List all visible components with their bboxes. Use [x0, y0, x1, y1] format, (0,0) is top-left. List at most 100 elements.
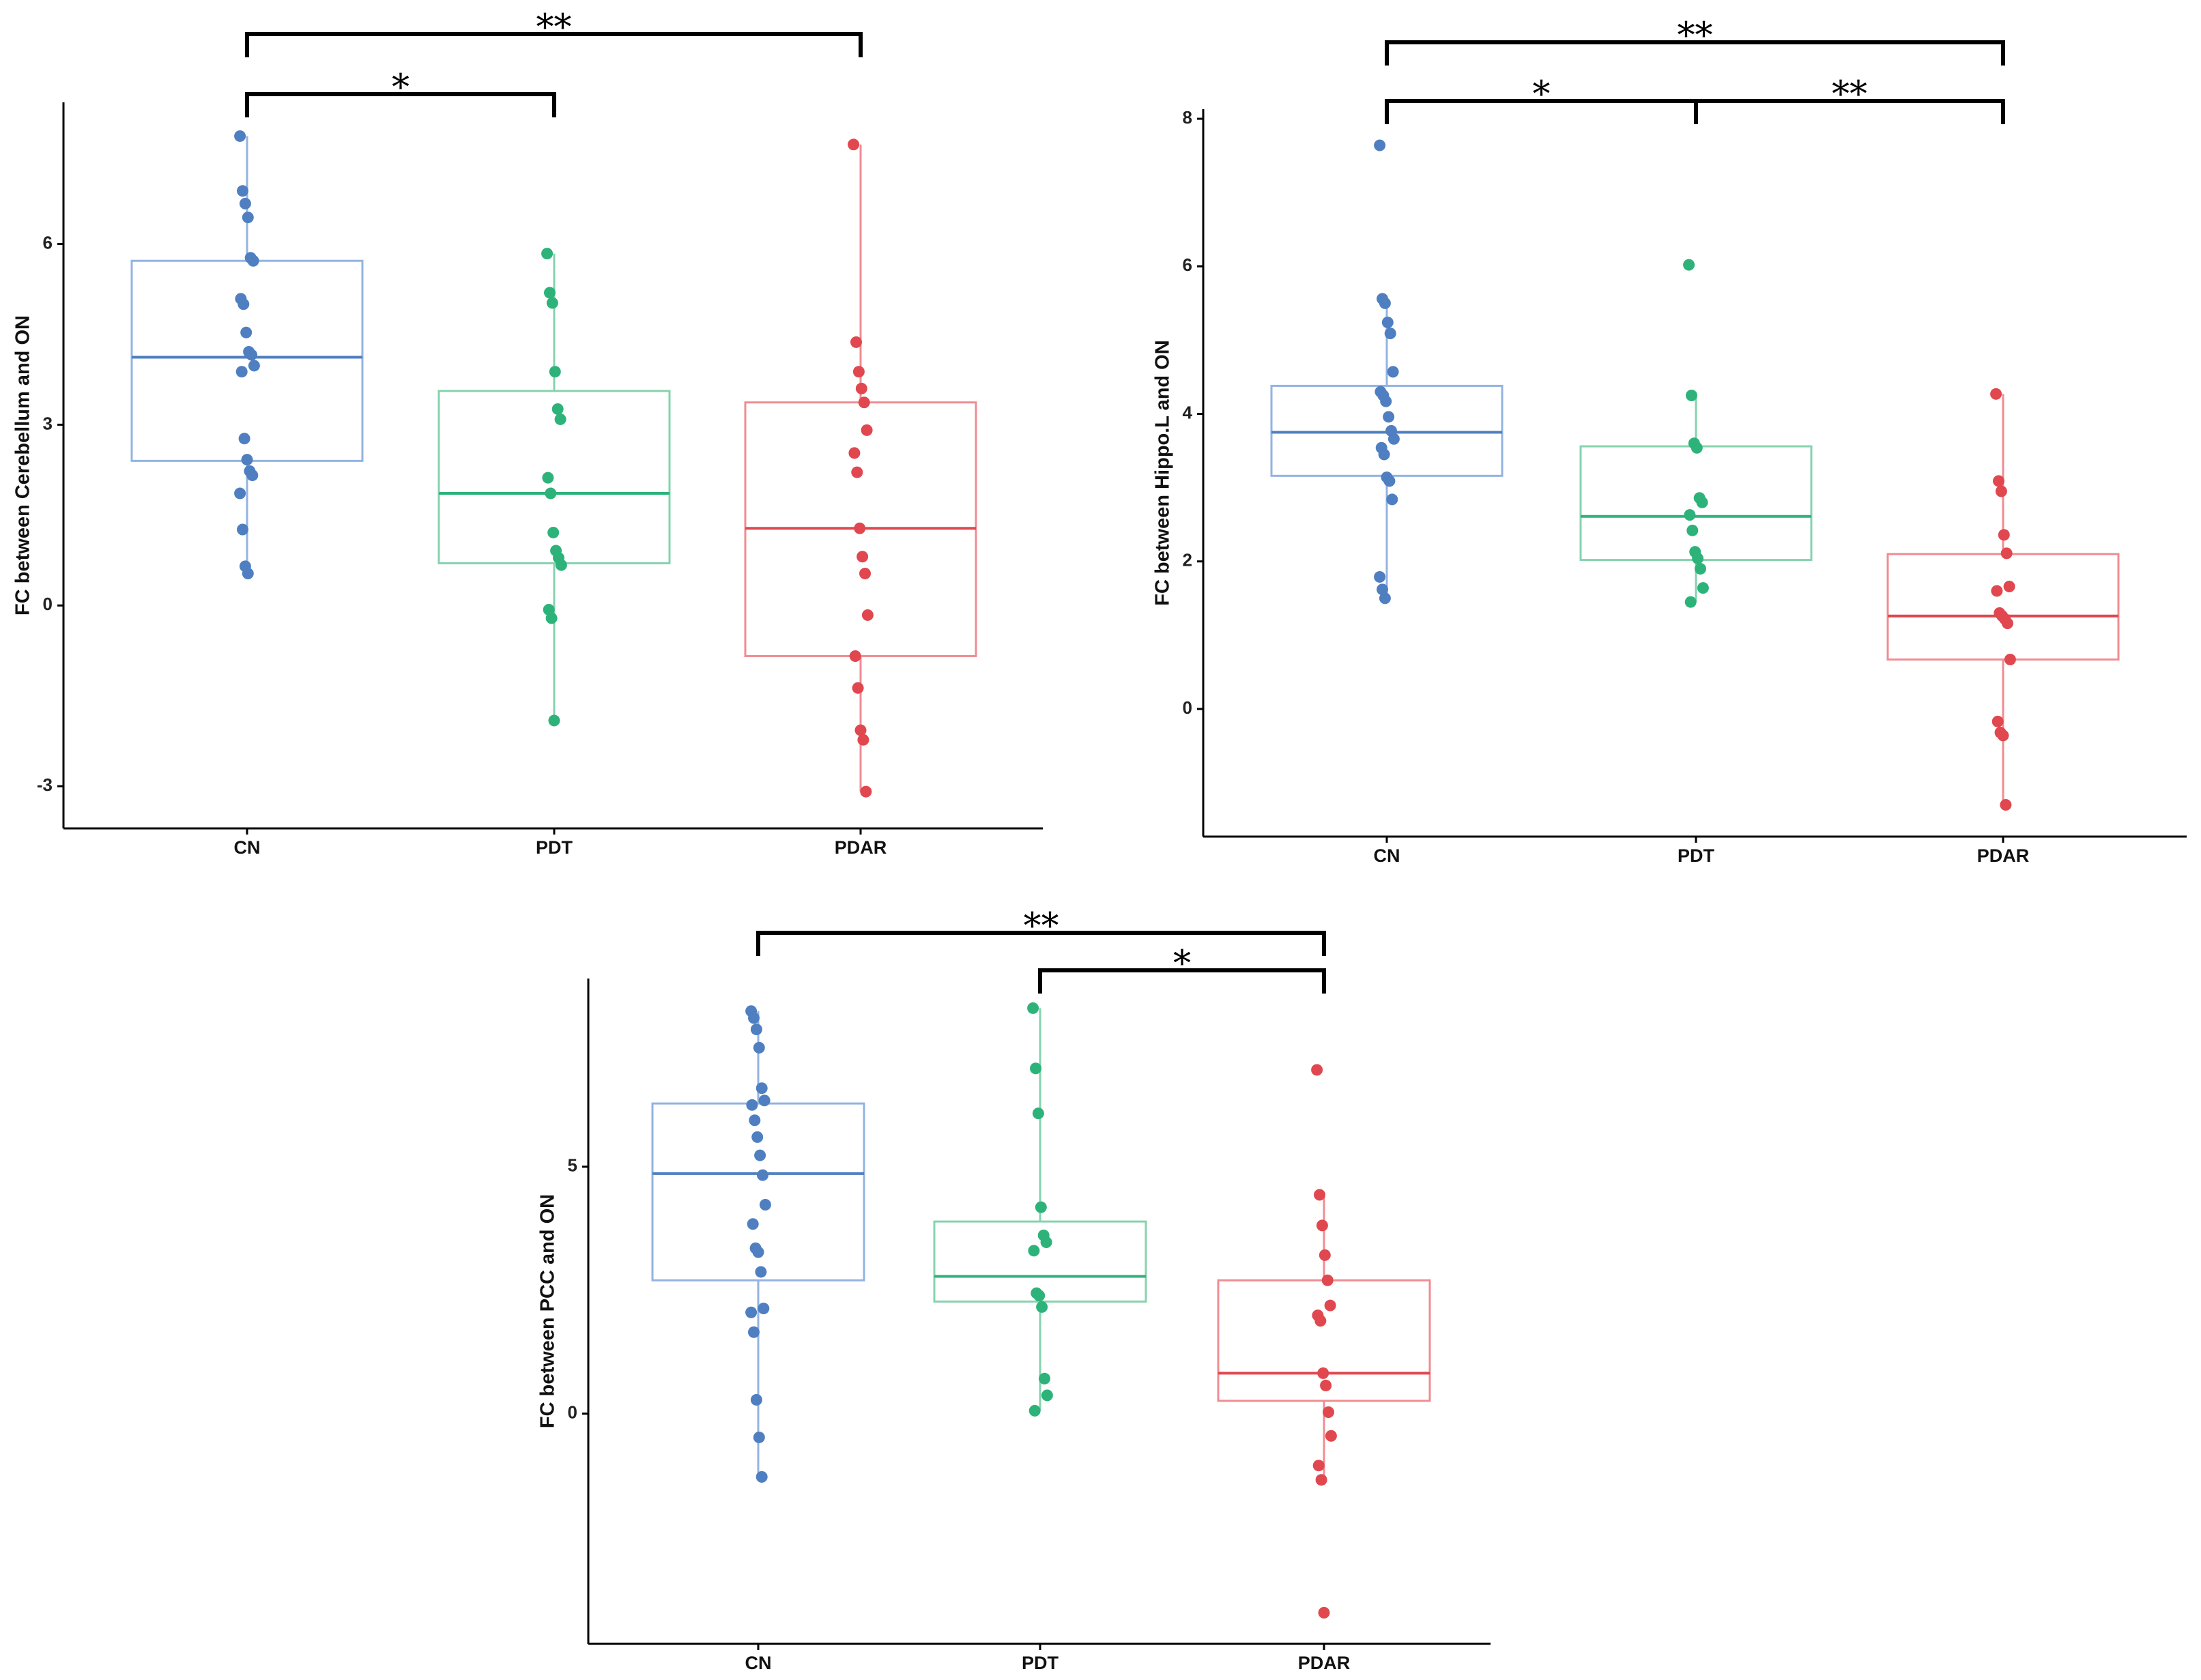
data-point: [1998, 529, 2010, 541]
significance-bracket: [1694, 99, 2005, 124]
data-point: [1318, 1606, 1330, 1619]
data-point: [747, 1218, 759, 1230]
data-point: [242, 212, 254, 224]
data-point: [2003, 580, 2015, 592]
data-point: [859, 567, 871, 579]
x-tick-label: PDAR: [1977, 845, 2030, 866]
data-point: [1324, 1299, 1336, 1312]
significance-label: **: [1024, 906, 1059, 947]
data-point: [750, 1024, 762, 1036]
data-point: [238, 433, 250, 445]
data-point: [1379, 592, 1391, 605]
data-point: [852, 366, 865, 378]
data-point: [851, 466, 863, 478]
data-point: [752, 1246, 764, 1258]
data-point: [1030, 1062, 1041, 1075]
y-tick-label: 0: [43, 594, 53, 614]
y-axis-label: FC between Hippo.L and ON: [1152, 340, 1174, 605]
data-point: [848, 139, 860, 151]
data-point: [237, 185, 248, 197]
data-point: [1993, 475, 2004, 487]
data-point: [238, 298, 250, 310]
box: [1579, 445, 1813, 562]
data-point: [547, 526, 560, 538]
data-point: [1032, 1107, 1044, 1120]
data-point: [758, 1303, 770, 1315]
data-point: [554, 413, 566, 425]
data-point: [748, 1012, 760, 1024]
data-point: [1033, 1290, 1046, 1302]
y-axis-label: FC between PCC and ON: [537, 1194, 559, 1428]
data-point: [1684, 509, 1696, 521]
data-point: [753, 1431, 765, 1443]
data-point: [549, 366, 561, 378]
data-point: [1384, 328, 1396, 340]
data-point: [1035, 1201, 1047, 1213]
box: [651, 1102, 865, 1281]
data-point: [1383, 411, 1395, 423]
data-point: [750, 1393, 762, 1406]
x-tick-label: CN: [234, 837, 261, 858]
data-point: [1684, 596, 1697, 608]
y-tick-label: 2: [1183, 550, 1192, 570]
data-point: [246, 349, 257, 361]
significance-bracket: [1038, 968, 1326, 994]
data-point: [855, 382, 867, 394]
data-point: [1374, 139, 1386, 151]
data-point: [858, 396, 870, 409]
data-point: [545, 487, 557, 499]
data-point: [756, 1471, 768, 1483]
significance-label: *: [392, 68, 409, 108]
data-point: [242, 567, 254, 579]
data-point: [1997, 729, 2009, 742]
data-point: [1387, 366, 1399, 378]
data-point: [545, 612, 558, 624]
data-point: [756, 1082, 768, 1095]
data-point: [1990, 388, 2002, 400]
data-point: [745, 1306, 758, 1318]
data-point: [1315, 1474, 1327, 1486]
data-point: [1039, 1372, 1050, 1385]
data-point: [1317, 1367, 1329, 1379]
data-point: [857, 734, 869, 746]
data-point: [2000, 799, 2012, 811]
data-point: [852, 682, 864, 694]
data-point: [1991, 585, 2003, 597]
y-tick-label: 8: [1183, 107, 1192, 128]
data-point: [860, 785, 872, 798]
data-point: [2004, 654, 2016, 666]
data-point: [746, 1099, 758, 1111]
data-point: [1321, 1274, 1334, 1286]
x-tick-label: PDAR: [1298, 1653, 1351, 1673]
box-plot: 0 2 4 6 8 FC between Hippo.L and ON CN PDT PDAR *…: [1152, 16, 2187, 866]
data-point: [1041, 1389, 1053, 1402]
data-point: [1381, 316, 1394, 328]
y-tick-label: 6: [43, 232, 53, 252]
data-point: [1686, 524, 1699, 536]
data-point: [854, 522, 866, 534]
data-point: [1325, 1430, 1337, 1442]
significance-bracket: [245, 32, 863, 57]
data-point: [748, 1326, 760, 1338]
data-point: [237, 523, 248, 536]
data-point: [1386, 493, 1398, 506]
data-point: [1374, 570, 1386, 583]
data-point: [1323, 1406, 1334, 1419]
data-point: [753, 1041, 765, 1054]
data-point: [861, 424, 873, 436]
box: [1886, 553, 2120, 661]
y-axis-label: FC between Cerebellum and ON: [12, 315, 34, 615]
significance-bracket: [245, 92, 556, 117]
significance-bracket: [1385, 40, 2005, 66]
data-point: [1027, 1002, 1039, 1014]
data-point: [555, 559, 567, 571]
data-point: [551, 403, 564, 415]
y-tick-label: 0: [568, 1402, 577, 1423]
data-point: [240, 326, 253, 338]
data-point: [1686, 389, 1697, 401]
data-point: [235, 366, 248, 378]
data-point: [541, 248, 553, 260]
data-point: [1383, 475, 1396, 487]
y-tick-label: 6: [1183, 255, 1192, 275]
data-point: [1028, 1404, 1041, 1417]
